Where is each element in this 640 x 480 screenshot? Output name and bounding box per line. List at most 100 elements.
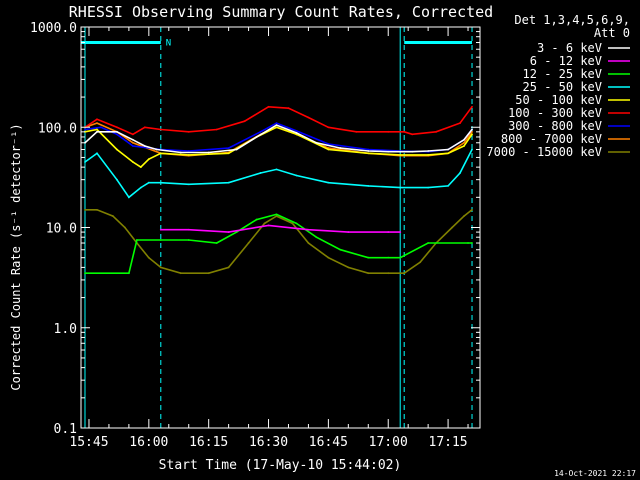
series-9-point xyxy=(291,222,294,225)
series-4-point xyxy=(295,174,298,177)
x-tick-label: 16:45 xyxy=(309,435,348,450)
x-tick-label: 17:00 xyxy=(369,435,408,450)
series-4-point xyxy=(367,184,370,187)
series-9-point xyxy=(347,266,350,269)
series-1-point xyxy=(116,130,118,133)
series-5-point xyxy=(139,166,142,169)
y-tick-label: 1.0 xyxy=(54,322,77,337)
series-9-point xyxy=(159,266,162,269)
series-8-point xyxy=(131,141,134,144)
series-1-point xyxy=(131,138,134,141)
flag-bar-label: N xyxy=(166,39,171,49)
series-1-point xyxy=(207,151,210,154)
series-3-point xyxy=(427,242,430,244)
series-7-point xyxy=(367,148,370,151)
series-8-point xyxy=(96,122,98,125)
series-1-point xyxy=(447,148,449,151)
series-5-point xyxy=(187,153,190,156)
series-4-point xyxy=(427,186,430,189)
series-3-point xyxy=(339,248,342,251)
series-9-point xyxy=(463,215,465,217)
x-tick-label: 15:45 xyxy=(69,435,108,450)
series-3-point xyxy=(295,222,298,225)
x-axis-label: Start Time (17-May-10 15:44:02) xyxy=(159,458,402,473)
series-6-point xyxy=(403,130,406,133)
series-1-point xyxy=(275,124,278,127)
series-8-point xyxy=(463,141,465,144)
series-1-point xyxy=(411,150,414,153)
series-9-point xyxy=(307,242,310,244)
series-4-point xyxy=(147,181,150,184)
series-6-point xyxy=(96,118,98,121)
series-7-point xyxy=(84,128,86,131)
series-1-point xyxy=(387,150,390,153)
series-4-point xyxy=(259,172,262,174)
series-1-point xyxy=(155,148,158,151)
series-3-point xyxy=(387,256,390,259)
legend-label: 6 - 12 keV xyxy=(530,54,602,68)
series-1-point xyxy=(179,151,182,154)
series-9-point xyxy=(327,256,330,259)
series-3 xyxy=(84,213,473,275)
series-3-point xyxy=(159,239,162,241)
series-9-point xyxy=(367,272,370,275)
series-4-point xyxy=(227,181,230,184)
series-4-point xyxy=(116,178,118,181)
series-9-point xyxy=(263,222,266,225)
series-9-point xyxy=(471,208,473,211)
series-9-point xyxy=(387,272,390,275)
series-7-point xyxy=(100,126,102,129)
series-6-point xyxy=(387,130,390,133)
legend-label: 7000 - 15000 keV xyxy=(486,145,602,159)
x-tick-label: 17:15 xyxy=(429,435,468,450)
series-5-point xyxy=(327,148,330,151)
y-axis-label: Corrected Count Rate (s⁻¹ detector⁻¹) xyxy=(9,123,23,390)
series-6-point xyxy=(159,128,162,131)
series-9-point xyxy=(84,208,86,211)
series-4-point xyxy=(275,168,278,171)
series-4-point xyxy=(84,161,86,163)
series-6-point xyxy=(435,130,438,133)
series-1-point xyxy=(315,141,318,144)
series-6-point xyxy=(131,133,134,136)
series-4-point xyxy=(139,186,142,189)
series-8-point xyxy=(471,130,473,133)
series-1-point xyxy=(143,145,146,147)
series-5-point xyxy=(463,145,465,147)
series-1-point xyxy=(295,131,298,134)
series-2-point xyxy=(227,231,230,233)
legend-label: 50 - 100 keV xyxy=(515,93,602,107)
series-4-point xyxy=(399,186,402,189)
series-3-point xyxy=(315,236,318,239)
series-6-point xyxy=(215,128,218,131)
y-tick-label: 0.1 xyxy=(54,422,77,437)
series-5-point xyxy=(96,128,98,131)
series-2-point xyxy=(347,231,350,233)
series-3-point xyxy=(471,242,473,244)
legend-label: 800 - 7000 keV xyxy=(501,132,602,146)
series-4-point xyxy=(127,196,130,199)
series-9-point xyxy=(451,226,453,229)
legend-label: 300 - 800 keV xyxy=(508,119,602,133)
series-6-point xyxy=(307,116,310,119)
series-6-point xyxy=(143,126,146,129)
series-9-point xyxy=(207,272,210,275)
series-3-point xyxy=(215,242,218,244)
series-1-point xyxy=(403,150,406,153)
series-9-point xyxy=(147,256,150,259)
series-1 xyxy=(84,124,473,154)
y-tick-label: 1000.0 xyxy=(30,21,77,36)
series-4-point xyxy=(159,181,162,184)
series-9-point xyxy=(275,215,278,217)
series-7-point xyxy=(116,133,118,136)
series-1-point xyxy=(463,138,465,141)
series-2-point xyxy=(187,228,190,231)
series-1-point xyxy=(471,128,473,131)
series-9-point xyxy=(179,272,182,275)
series-7-point xyxy=(227,147,230,149)
series-5-point xyxy=(116,148,118,151)
series-5-point xyxy=(471,133,473,136)
series-9-point xyxy=(419,261,422,264)
